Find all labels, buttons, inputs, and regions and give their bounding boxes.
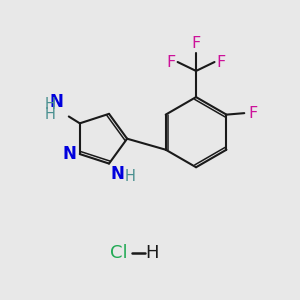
Text: F: F xyxy=(249,106,258,121)
Text: Cl: Cl xyxy=(110,244,128,262)
Text: F: F xyxy=(217,55,226,70)
Text: H: H xyxy=(44,107,55,122)
Text: H: H xyxy=(44,97,55,112)
Text: H: H xyxy=(124,169,135,184)
Text: F: F xyxy=(191,36,201,51)
Text: N: N xyxy=(50,93,64,111)
Text: N: N xyxy=(62,145,76,163)
Text: F: F xyxy=(166,55,175,70)
Text: H: H xyxy=(146,244,159,262)
Text: N: N xyxy=(111,165,125,183)
